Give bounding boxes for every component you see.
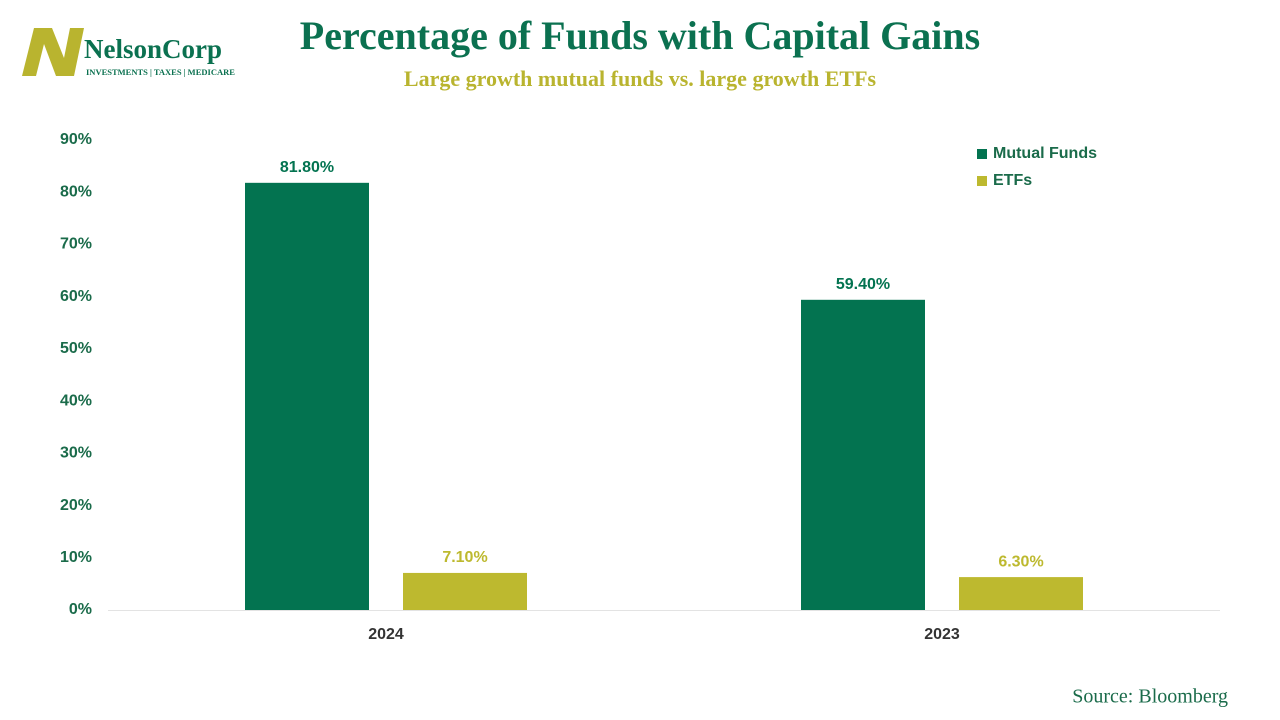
logo: NelsonCorp Investments | Taxes | Medicar… <box>22 28 235 77</box>
legend-swatch <box>977 176 987 186</box>
bar <box>801 299 925 610</box>
bar <box>245 182 369 611</box>
value-label: 59.40% <box>836 276 890 293</box>
y-tick-label: 90% <box>60 131 92 148</box>
y-tick-label: 20% <box>60 497 92 514</box>
value-label: 7.10% <box>442 549 487 566</box>
y-tick-label: 60% <box>60 288 92 305</box>
legend-swatch <box>977 149 987 159</box>
y-tick-label: 70% <box>60 236 92 253</box>
source: Source: Bloomberg <box>1072 686 1228 708</box>
legend-label: ETFs <box>993 172 1032 189</box>
y-tick-label: 0% <box>69 601 92 618</box>
logo-tagline: Investments | Taxes | Medicare <box>86 67 235 77</box>
value-label: 6.30% <box>998 553 1043 570</box>
logo-mark <box>22 28 84 76</box>
x-tick-label: 2023 <box>924 626 960 643</box>
value-label: 81.80% <box>280 159 334 176</box>
y-tick-label: 30% <box>60 445 92 462</box>
x-tick-label: 2024 <box>368 626 404 643</box>
legend-label: Mutual Funds <box>993 145 1097 162</box>
logo-name: NelsonCorp <box>84 34 222 64</box>
bar <box>959 577 1083 610</box>
chart-subtitle: Large growth mutual funds vs. large grow… <box>404 66 877 91</box>
bar <box>403 572 527 610</box>
y-tick-label: 40% <box>60 392 92 409</box>
y-tick-label: 10% <box>60 549 92 566</box>
y-tick-label: 80% <box>60 183 92 200</box>
chart-title: Percentage of Funds with Capital Gains <box>300 13 980 58</box>
y-tick-label: 50% <box>60 340 92 357</box>
